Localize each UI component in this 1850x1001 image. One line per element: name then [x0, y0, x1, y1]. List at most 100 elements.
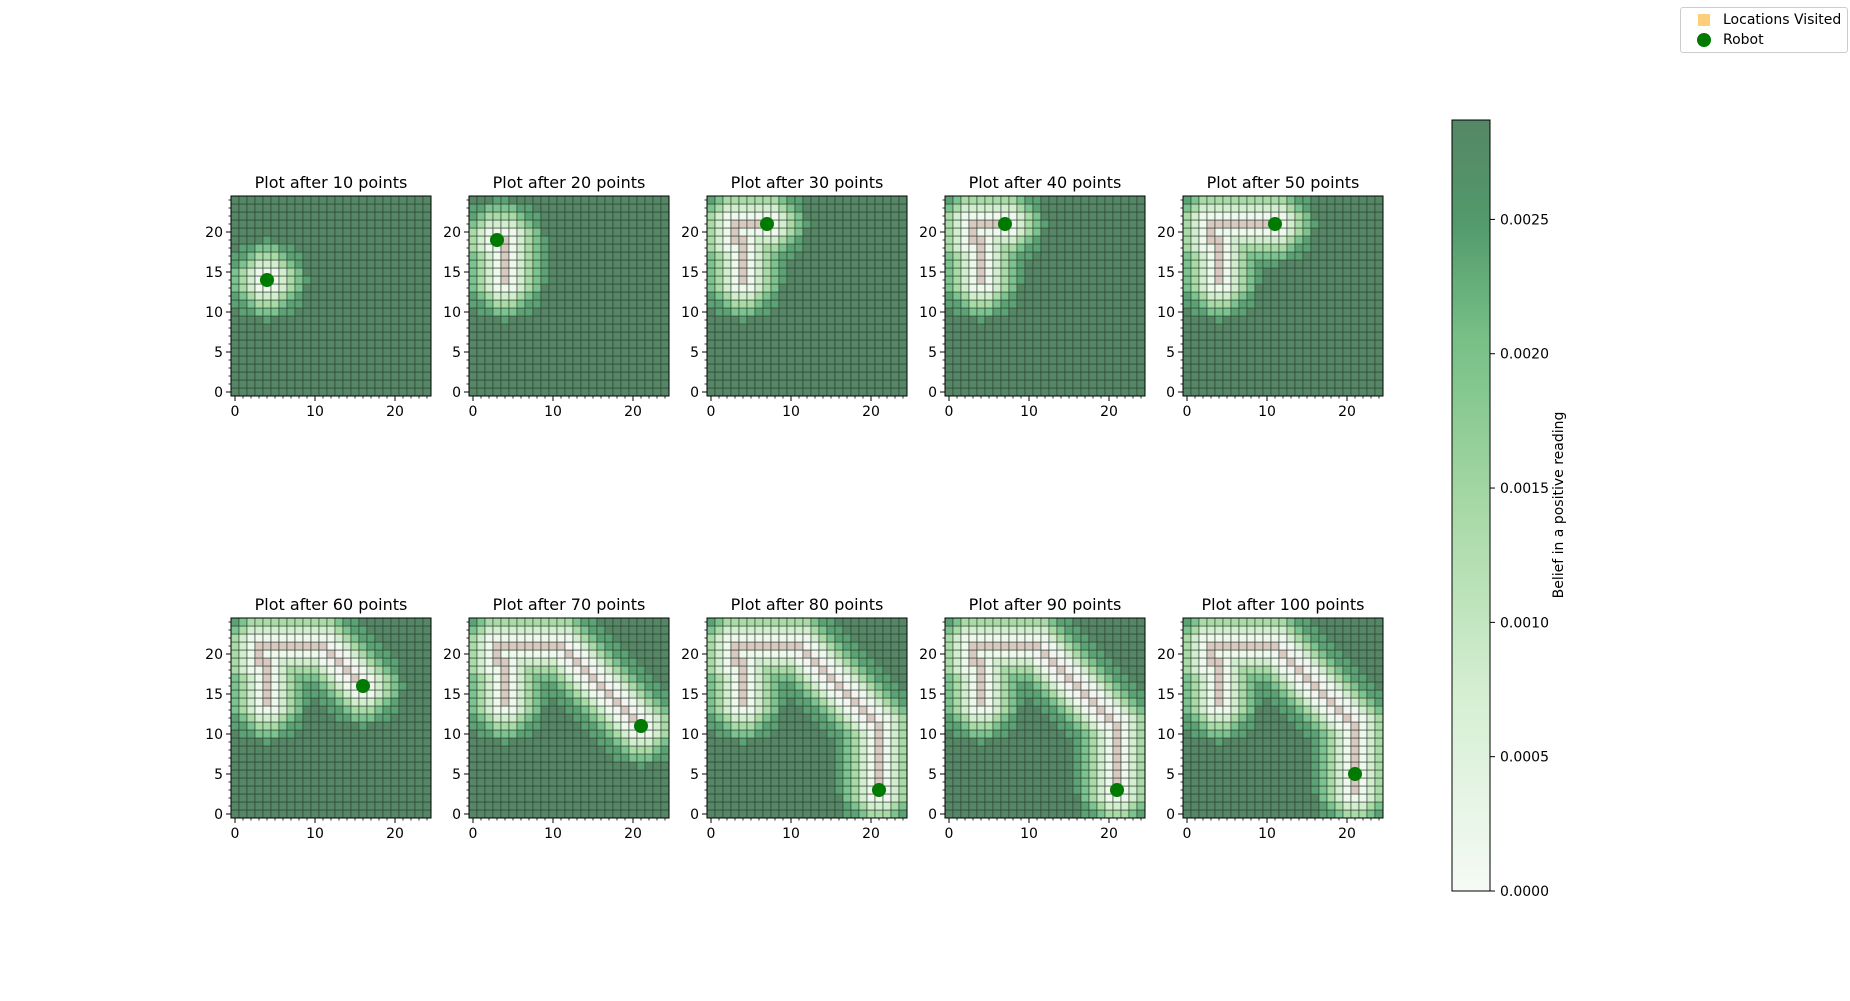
- heatmap-cell: [1120, 387, 1130, 397]
- heatmap-cell: [976, 259, 986, 269]
- heatmap-cell: [548, 761, 558, 771]
- heatmap-cell: [556, 259, 566, 269]
- heatmap-cell: [1254, 235, 1264, 245]
- heatmap-cell: [294, 617, 304, 627]
- heatmap-cell: [746, 299, 756, 309]
- heatmap-cell: [1334, 259, 1344, 269]
- heatmap-cell: [318, 363, 328, 373]
- heatmap-cell: [532, 809, 542, 819]
- heatmap-cell: [778, 227, 788, 237]
- heatmap-cell: [390, 235, 400, 245]
- heatmap-cell: [1286, 387, 1296, 397]
- heatmap-cell: [842, 793, 852, 803]
- heatmap-cell: [1000, 371, 1010, 381]
- heatmap-cell: [660, 195, 670, 205]
- heatmap-cell: [358, 331, 368, 341]
- heatmap-cell: [746, 243, 756, 253]
- heatmap-cell: [770, 227, 780, 237]
- heatmap-cell: [976, 363, 986, 373]
- heatmap-cell: [652, 753, 662, 763]
- heatmap-cell: [1254, 299, 1264, 309]
- heatmap-cell: [612, 705, 622, 715]
- heatmap-cell: [944, 259, 954, 269]
- heatmap-cell: [818, 211, 828, 221]
- heatmap-cell: [476, 745, 486, 755]
- heatmap-cell: [230, 657, 240, 667]
- heatmap-cell: [414, 267, 424, 277]
- heatmap-cell: [588, 371, 598, 381]
- heatmap-cell: [620, 633, 630, 643]
- heatmap-cell: [390, 323, 400, 333]
- heatmap-cell: [714, 243, 724, 253]
- heatmap-cell: [706, 737, 716, 747]
- heatmap-cell: [230, 355, 240, 365]
- heatmap-cell: [620, 387, 630, 397]
- heatmap-cell: [1040, 283, 1050, 293]
- heatmap-cell: [1350, 347, 1360, 357]
- heatmap-cell: [882, 339, 892, 349]
- heatmap-cell: [858, 347, 868, 357]
- heatmap-cell: [390, 339, 400, 349]
- heatmap-cell: [1000, 387, 1010, 397]
- heatmap-cell: [968, 315, 978, 325]
- heatmap-cell: [1136, 387, 1146, 397]
- heatmap-cell: [262, 387, 272, 397]
- heatmap-cell: [508, 235, 518, 245]
- heatmap-cell: [588, 315, 598, 325]
- heatmap-cell: [588, 801, 598, 811]
- heatmap-cell: [254, 785, 264, 795]
- heatmap-cell: [484, 323, 494, 333]
- heatmap-cell: [794, 809, 804, 819]
- heatmap-cell: [1318, 379, 1328, 389]
- heatmap-cell: [1072, 379, 1082, 389]
- heatmap-cell: [1128, 323, 1138, 333]
- heatmap-cell: [1302, 307, 1312, 317]
- heatmap-cell: [714, 323, 724, 333]
- heatmap-cell: [818, 745, 828, 755]
- heatmap-cell: [390, 307, 400, 317]
- heatmap-cell: [1326, 251, 1336, 261]
- heatmap-cell: [382, 793, 392, 803]
- heatmap-cell: [944, 315, 954, 325]
- heatmap-cell: [254, 379, 264, 389]
- heatmap-cell: [834, 769, 844, 779]
- heatmap-cell: [1230, 227, 1240, 237]
- heatmap-cell: [850, 809, 860, 819]
- heatmap-cell: [810, 243, 820, 253]
- heatmap-cell: [1342, 315, 1352, 325]
- heatmap-cell: [254, 705, 264, 715]
- heatmap-cell: [620, 259, 630, 269]
- heatmap-cell: [238, 777, 248, 787]
- heatmap-cell: [754, 681, 764, 691]
- heatmap-cell: [850, 705, 860, 715]
- heatmap-cell: [1310, 347, 1320, 357]
- heatmap-cell: [1080, 379, 1090, 389]
- heatmap-cell: [334, 227, 344, 237]
- heatmap-cell: [564, 697, 574, 707]
- heatmap-cell: [406, 347, 416, 357]
- heatmap-cell: [660, 267, 670, 277]
- heatmap-cell: [286, 267, 296, 277]
- heatmap-cell: [358, 267, 368, 277]
- heatmap-cell: [350, 753, 360, 763]
- heatmap-cell: [366, 243, 376, 253]
- heatmap-cell: [722, 299, 732, 309]
- heatmap-cell: [524, 203, 534, 213]
- heatmap-cell: [588, 283, 598, 293]
- heatmap-cell: [770, 195, 780, 205]
- heatmap-cell: [556, 681, 566, 691]
- heatmap-cell: [1358, 347, 1368, 357]
- heatmap-cell: [746, 339, 756, 349]
- heatmap-cell: [1286, 267, 1296, 277]
- heatmap-cell: [556, 777, 566, 787]
- heatmap-cell: [580, 673, 590, 683]
- heatmap-cell: [366, 713, 376, 723]
- heatmap-cell: [620, 347, 630, 357]
- heatmap-cell: [858, 259, 868, 269]
- heatmap-cell: [762, 769, 772, 779]
- heatmap-cell: [366, 283, 376, 293]
- heatmap-cell: [652, 219, 662, 229]
- heatmap-cell: [358, 809, 368, 819]
- heatmap-cell: [556, 283, 566, 293]
- heatmap-cell: [850, 355, 860, 365]
